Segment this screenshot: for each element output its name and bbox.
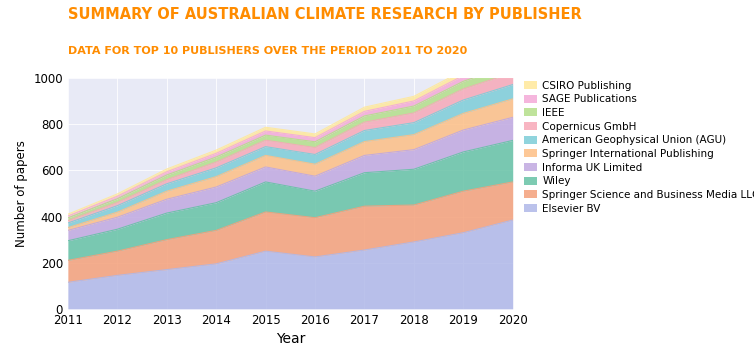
X-axis label: Year: Year [276,332,305,346]
Legend: CSIRO Publishing, SAGE Publications, IEEE, Copernicus GmbH, American Geophysical: CSIRO Publishing, SAGE Publications, IEE… [523,79,754,216]
Y-axis label: Number of papers: Number of papers [15,140,28,247]
Text: DATA FOR TOP 10 PUBLISHERS OVER THE PERIOD 2011 TO 2020: DATA FOR TOP 10 PUBLISHERS OVER THE PERI… [68,46,467,56]
Text: SUMMARY OF AUSTRALIAN CLIMATE RESEARCH BY PUBLISHER: SUMMARY OF AUSTRALIAN CLIMATE RESEARCH B… [68,7,581,22]
